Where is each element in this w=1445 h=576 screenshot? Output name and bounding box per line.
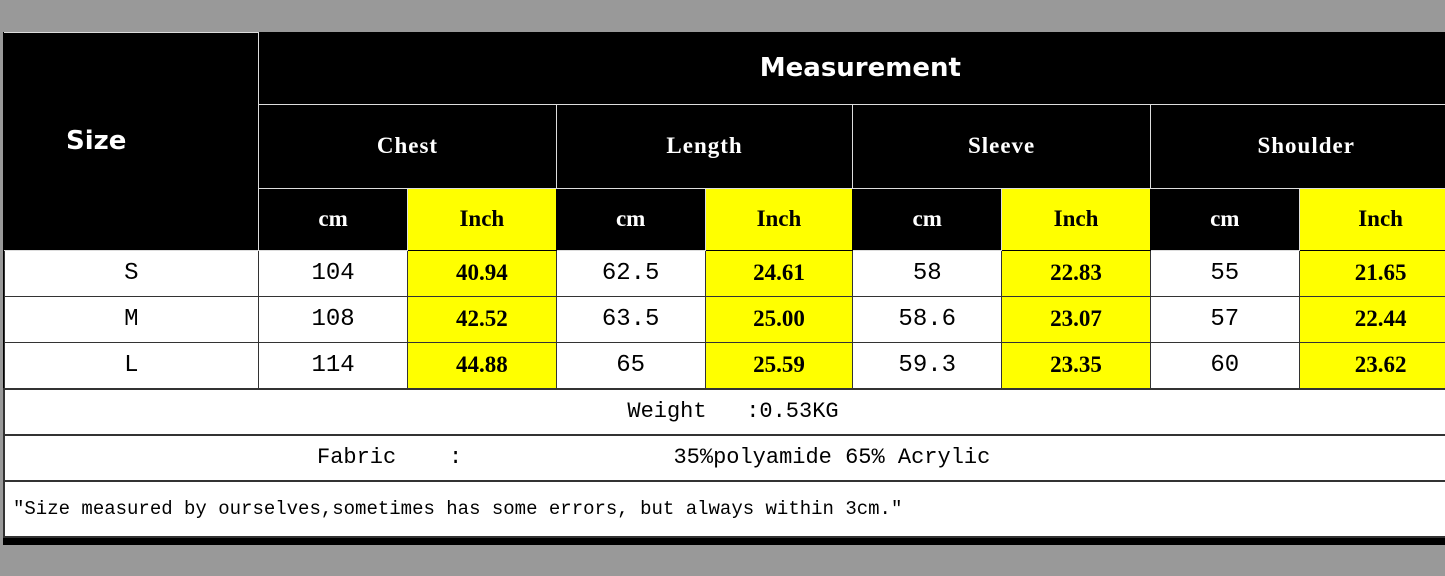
value-cell: 21.65 bbox=[1298, 249, 1445, 297]
value-cell: 25.59 bbox=[704, 341, 854, 389]
value-cell: 22.83 bbox=[1001, 249, 1151, 297]
value-cell: 65 bbox=[555, 341, 706, 389]
value-cell: 104 bbox=[258, 249, 408, 297]
value-cell: 24.61 bbox=[704, 249, 854, 297]
size-chart: Size Measurement Chest Length Sleeve Sho… bbox=[3, 32, 1445, 545]
value-cell: 23.62 bbox=[1298, 341, 1445, 389]
table-row: M 108 42.52 63.5 25.00 58.6 23.07 57 22.… bbox=[3, 295, 1445, 343]
value-cell: 62.5 bbox=[555, 249, 706, 297]
value-cell: 44.88 bbox=[406, 341, 557, 389]
size-header: Size bbox=[4, 32, 260, 251]
value-cell: 57 bbox=[1149, 295, 1300, 343]
weight-info: Weight :0.53KG bbox=[3, 387, 1445, 436]
value-cell: 23.35 bbox=[1001, 341, 1151, 389]
value-cell: 58 bbox=[852, 249, 1003, 297]
unit-inch: Inch bbox=[1298, 187, 1445, 251]
measurement-header: Measurement bbox=[258, 32, 1445, 105]
value-cell: 22.44 bbox=[1298, 295, 1445, 343]
unit-inch: Inch bbox=[406, 187, 557, 251]
unit-cm: cm bbox=[258, 187, 408, 251]
shoulder-header: Shoulder bbox=[1149, 103, 1445, 189]
size-cell: M bbox=[3, 295, 260, 343]
fabric-info: Fabric : 35%polyamide 65% Acrylic bbox=[3, 433, 1445, 482]
value-cell: 40.94 bbox=[406, 249, 557, 297]
value-cell: 108 bbox=[258, 295, 408, 343]
size-cell: L bbox=[3, 341, 260, 389]
value-cell: 60 bbox=[1149, 341, 1300, 389]
value-cell: 25.00 bbox=[704, 295, 854, 343]
value-cell: 114 bbox=[258, 341, 408, 389]
length-header: Length bbox=[555, 103, 854, 189]
measurement-note: "Size measured by ourselves,sometimes ha… bbox=[3, 479, 1445, 538]
unit-cm: cm bbox=[1149, 187, 1300, 251]
value-cell: 59.3 bbox=[852, 341, 1003, 389]
value-cell: 55 bbox=[1149, 249, 1300, 297]
value-cell: 42.52 bbox=[406, 295, 557, 343]
unit-inch: Inch bbox=[704, 187, 854, 251]
sleeve-header: Sleeve bbox=[852, 103, 1151, 189]
size-table: Size Measurement Chest Length Sleeve Sho… bbox=[3, 32, 1445, 538]
value-cell: 63.5 bbox=[555, 295, 706, 343]
size-cell: S bbox=[3, 249, 260, 297]
unit-cm: cm bbox=[555, 187, 706, 251]
table-row: S 104 40.94 62.5 24.61 58 22.83 55 21.65 bbox=[3, 249, 1445, 297]
unit-cm: cm bbox=[852, 187, 1003, 251]
value-cell: 23.07 bbox=[1001, 295, 1151, 343]
value-cell: 58.6 bbox=[852, 295, 1003, 343]
table-row: L 114 44.88 65 25.59 59.3 23.35 60 23.62 bbox=[3, 341, 1445, 389]
chest-header: Chest bbox=[258, 103, 557, 189]
unit-inch: Inch bbox=[1001, 187, 1151, 251]
